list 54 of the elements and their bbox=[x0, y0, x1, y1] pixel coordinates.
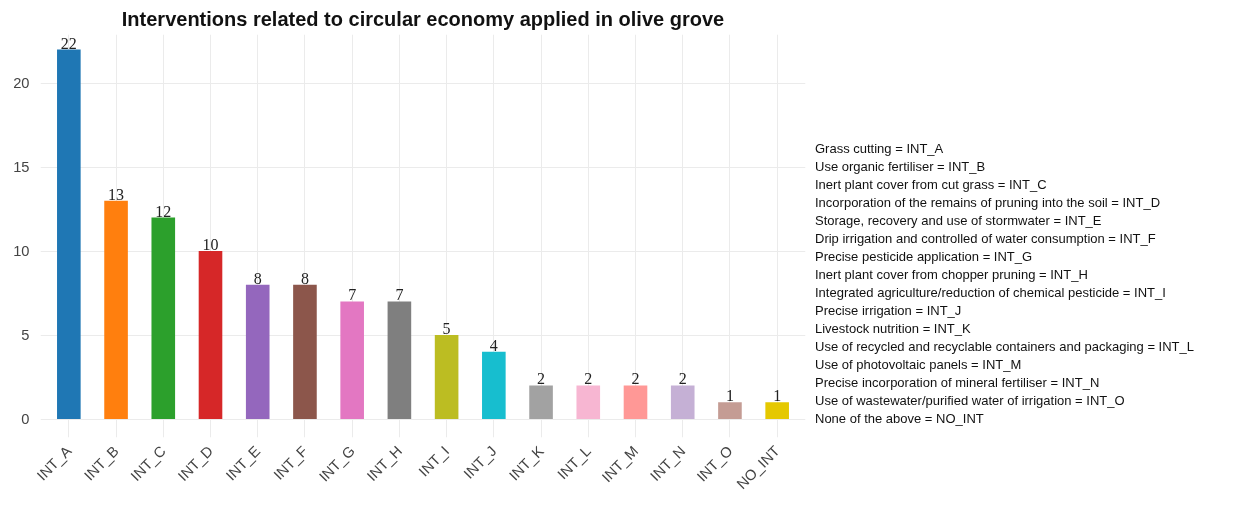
y-tick-label: 0 bbox=[21, 411, 30, 428]
data-label: 8 bbox=[300, 269, 309, 287]
data-label: 10 bbox=[202, 236, 219, 254]
text: Integrated agriculture/reduction of chemical pesticide = INT_I bbox=[815, 285, 1166, 300]
bar bbox=[387, 301, 412, 420]
text: Use of wastewater/purified water of irrigation = INT_O bbox=[815, 393, 1125, 408]
bar bbox=[623, 385, 648, 420]
bar bbox=[198, 251, 223, 420]
text: Precise pesticide application = INT_G bbox=[815, 249, 1033, 264]
data-label: 13 bbox=[108, 185, 125, 203]
text: Use of recycled and recyclable containers and packaging = INT_L bbox=[815, 339, 1195, 354]
bar bbox=[57, 49, 81, 420]
text: Storage, recovery and use of stormwater = INT_E bbox=[815, 213, 1102, 228]
data-label: 8 bbox=[253, 269, 262, 287]
data-label: 1 bbox=[725, 387, 734, 405]
data-label: 2 bbox=[537, 370, 546, 388]
text: Livestock nutrition = INT_K bbox=[815, 321, 971, 336]
bar bbox=[765, 402, 789, 420]
text: None of the above = NO_INT bbox=[815, 411, 984, 426]
data-label: 2 bbox=[631, 370, 640, 388]
data-label: 2 bbox=[678, 370, 687, 388]
text: Drip irrigation and controlled of water consumption = INT_F bbox=[815, 231, 1156, 246]
data-label: 5 bbox=[442, 320, 451, 338]
data-label: 7 bbox=[348, 286, 357, 304]
y-tick-label: 5 bbox=[21, 327, 30, 344]
text: Grass cutting = INT_A bbox=[815, 141, 944, 156]
data-label: 2 bbox=[584, 370, 593, 388]
bar bbox=[482, 351, 506, 420]
bar bbox=[293, 284, 317, 420]
text: Precise irrigation = INT_J bbox=[815, 303, 962, 318]
bar bbox=[434, 335, 459, 420]
text: Use organic fertiliser = INT_B bbox=[815, 159, 986, 174]
text: Inert plant cover from chopper pruning = INT_H bbox=[815, 267, 1088, 282]
data-label: 1 bbox=[773, 387, 782, 405]
bar bbox=[340, 301, 364, 420]
bar bbox=[718, 402, 742, 420]
bar bbox=[529, 385, 553, 420]
text: Precise incorporation of mineral fertiliser = INT_N bbox=[815, 375, 1100, 390]
text: Use of photovoltaic panels = INT_M bbox=[815, 357, 1022, 372]
y-tick-label: 20 bbox=[13, 75, 30, 92]
bar bbox=[151, 217, 176, 420]
bar bbox=[245, 284, 270, 420]
data-label: 7 bbox=[395, 286, 404, 304]
y-tick-label: 10 bbox=[13, 243, 30, 260]
data-label: 22 bbox=[60, 34, 77, 52]
bar bbox=[104, 200, 128, 420]
bar bbox=[670, 385, 695, 420]
data-label: 4 bbox=[489, 336, 498, 354]
y-tick-label: 15 bbox=[13, 159, 30, 176]
text: Incorporation of the remains of pruning into the soil = INT_D bbox=[815, 195, 1161, 210]
chart-title: Interventions related to circular economy applied in olive grove bbox=[121, 7, 725, 30]
bar bbox=[576, 385, 601, 420]
text: Inert plant cover from cut grass = INT_C bbox=[815, 177, 1047, 192]
data-label: 12 bbox=[155, 202, 172, 220]
